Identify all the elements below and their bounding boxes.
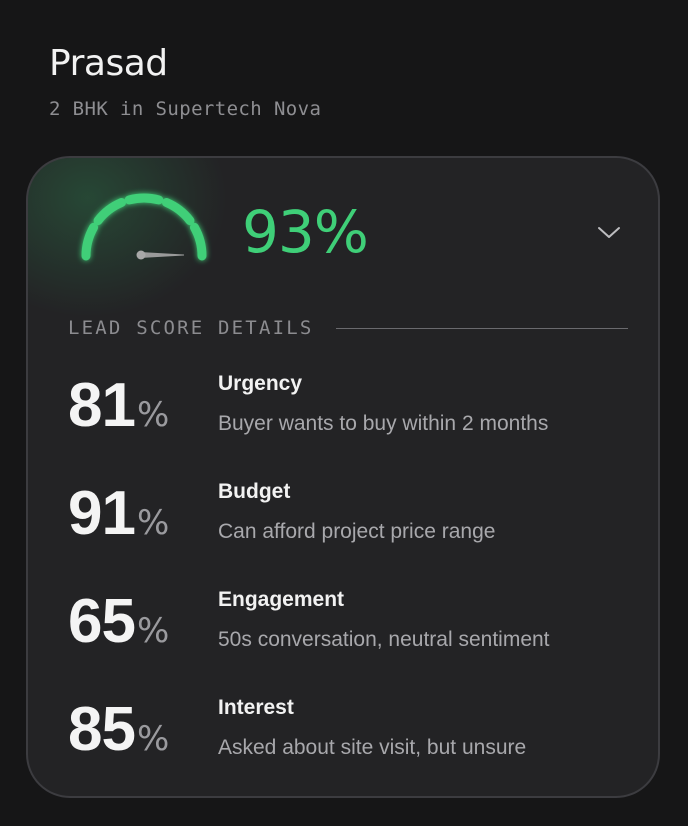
- factor-percent: %: [136, 719, 170, 759]
- lead-name: Prasad: [49, 43, 168, 84]
- factor-title: Budget: [218, 480, 291, 503]
- factor-description: 50s conversation, neutral sentiment: [218, 628, 550, 651]
- score-factor-list: 81% Urgency Buyer wants to buy within 2 …: [28, 366, 658, 796]
- score-factor-interest: 85% Interest Asked about site visit, but…: [28, 690, 658, 796]
- factor-description: Can afford project price range: [218, 520, 496, 543]
- gauge-segment: [124, 193, 164, 205]
- factor-score: 65%: [68, 586, 169, 657]
- gauge-segment: [81, 222, 99, 261]
- score-factor-urgency: 81% Urgency Buyer wants to buy within 2 …: [28, 366, 658, 474]
- factor-value: 65: [68, 587, 136, 656]
- factor-score: 81%: [68, 370, 169, 441]
- factor-description: Asked about site visit, but unsure: [218, 736, 527, 759]
- factor-score: 85%: [68, 694, 169, 765]
- section-heading-row: LEAD SCORE DETAILS: [68, 316, 628, 340]
- lead-property: 2 BHK in Supertech Nova: [49, 98, 322, 120]
- gauge-needle: [136, 250, 184, 260]
- factor-title: Engagement: [218, 588, 345, 611]
- chevron-down-icon: [598, 227, 620, 238]
- score-factor-budget: 91% Budget Can afford project price rang…: [28, 474, 658, 582]
- factor-percent: %: [136, 611, 170, 651]
- gauge-segment: [93, 198, 127, 226]
- gauge-segment: [161, 198, 195, 226]
- factor-title: Interest: [218, 696, 294, 719]
- score-gauge: [81, 193, 207, 261]
- lead-score-card[interactable]: 93% LEAD SCORE DETAILS 81% Urgency Buyer…: [26, 156, 660, 798]
- factor-value: 85: [68, 695, 136, 764]
- factor-percent: %: [136, 503, 170, 543]
- factor-title: Urgency: [218, 372, 303, 395]
- factor-value: 91: [68, 479, 136, 548]
- gauge-segment: [189, 222, 207, 261]
- factor-percent: %: [136, 395, 170, 435]
- factor-description: Buyer wants to buy within 2 months: [218, 412, 549, 435]
- score-factor-engagement: 65% Engagement 50s conversation, neutral…: [28, 582, 658, 690]
- expand-details-button[interactable]: [594, 218, 624, 248]
- section-heading: LEAD SCORE DETAILS: [68, 317, 314, 339]
- lead-score-total: 93%: [242, 198, 369, 266]
- lead-header: Prasad 2 BHK in Supertech Nova: [49, 40, 321, 120]
- section-divider: [335, 327, 628, 329]
- factor-value: 81: [68, 371, 136, 440]
- factor-score: 91%: [68, 478, 169, 549]
